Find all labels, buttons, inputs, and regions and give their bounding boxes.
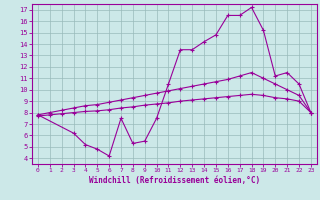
X-axis label: Windchill (Refroidissement éolien,°C): Windchill (Refroidissement éolien,°C) bbox=[89, 176, 260, 185]
